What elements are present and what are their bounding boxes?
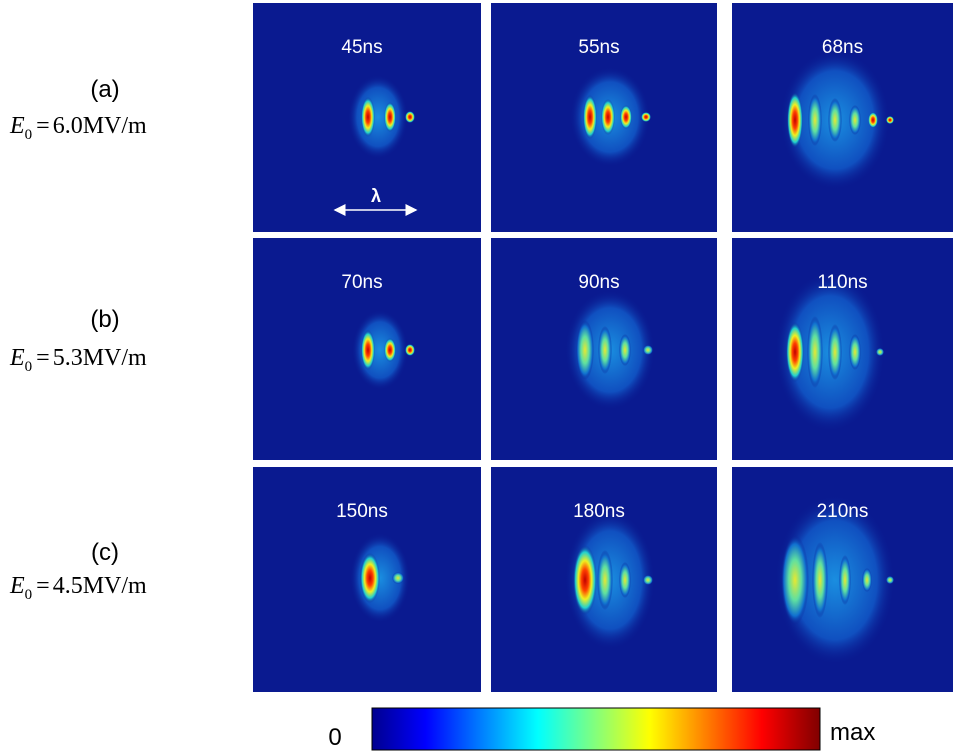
scale-label: λ xyxy=(371,186,381,206)
subscript: 0 xyxy=(25,127,33,143)
colorbar xyxy=(371,707,821,751)
subscript: 0 xyxy=(25,587,33,603)
intensity-blob xyxy=(619,334,631,366)
panel: 90ns xyxy=(491,238,717,460)
intensity-blob xyxy=(886,576,894,584)
intensity-blob xyxy=(862,568,872,592)
intensity-blob xyxy=(781,535,809,625)
intensity-blob xyxy=(598,326,612,374)
intensity-blob xyxy=(597,550,613,610)
time-label: 180ns xyxy=(573,501,625,522)
intensity-blob xyxy=(620,105,632,129)
row-label: (b) xyxy=(90,306,119,333)
intensity-blob xyxy=(361,97,375,137)
relation: = xyxy=(36,573,50,599)
intensity-blob xyxy=(812,542,828,618)
row-label: (a) xyxy=(90,76,119,103)
intensity-blob xyxy=(643,575,653,585)
intensity-blob xyxy=(849,105,861,135)
time-label: 210ns xyxy=(817,501,869,522)
field-value: 4.5MV/m xyxy=(53,573,147,599)
intensity-blob xyxy=(619,562,631,598)
intensity-blob xyxy=(348,75,408,159)
intensity-blob xyxy=(384,338,396,362)
panel: 45ns xyxy=(253,3,481,232)
panel: 150ns xyxy=(253,467,481,692)
intensity-blob xyxy=(775,495,895,665)
panel: 55ns xyxy=(491,3,717,232)
time-label: 55ns xyxy=(578,37,619,58)
time-label: 110ns xyxy=(817,272,867,293)
intensity-blob xyxy=(849,334,861,370)
time-label: 70ns xyxy=(341,272,382,293)
field-value: 5.3MV/m xyxy=(53,345,147,371)
intensity-blob xyxy=(392,572,404,584)
intensity-blob xyxy=(573,545,597,615)
panel: 210ns xyxy=(732,467,953,692)
field-value: 6.0MV/m xyxy=(53,113,147,139)
intensity-blob xyxy=(828,324,842,380)
intensity-blob xyxy=(583,95,597,139)
field-equation: E0 = 5.3MV/m xyxy=(9,345,147,375)
intensity-blob xyxy=(601,99,615,135)
time-label: 150ns xyxy=(336,501,388,522)
symbol: E xyxy=(9,113,25,139)
intensity-blob xyxy=(360,553,380,603)
intensity-blob xyxy=(643,345,653,355)
intensity-blob xyxy=(886,116,894,124)
subscript: 0 xyxy=(25,359,33,375)
row-label: (c) xyxy=(91,539,119,566)
symbol: E xyxy=(9,345,25,371)
time-label: 45ns xyxy=(341,37,382,58)
intensity-blob xyxy=(828,98,842,142)
colorbar-max: max xyxy=(830,719,875,746)
colorbar-min: 0 xyxy=(328,724,341,751)
symbol: E xyxy=(9,573,25,599)
intensity-blob xyxy=(868,112,878,128)
time-label: 90ns xyxy=(578,272,619,293)
relation: = xyxy=(36,113,50,139)
intensity-blob xyxy=(808,94,822,146)
panel: 110ns xyxy=(732,238,953,460)
intensity-blob xyxy=(876,348,884,356)
intensity-blob xyxy=(641,112,651,122)
field-equation: E0 = 6.0MV/m xyxy=(9,113,147,143)
intensity-blob xyxy=(787,92,803,148)
intensity-blob xyxy=(352,310,408,390)
intensity-blob xyxy=(839,555,851,605)
intensity-blob xyxy=(786,322,804,382)
intensity-blob xyxy=(405,344,415,356)
intensity-blob xyxy=(405,111,415,123)
panel: 180ns xyxy=(491,467,717,692)
intensity-blob xyxy=(807,316,823,388)
field-equation: E0 = 4.5MV/m xyxy=(9,573,147,603)
intensity-blob xyxy=(576,320,594,380)
intensity-blob xyxy=(384,102,396,132)
panel: 70ns xyxy=(253,238,481,460)
intensity-blob xyxy=(361,330,375,370)
time-label: 68ns xyxy=(822,37,863,58)
relation: = xyxy=(36,345,50,371)
panel: 68ns xyxy=(732,3,953,232)
